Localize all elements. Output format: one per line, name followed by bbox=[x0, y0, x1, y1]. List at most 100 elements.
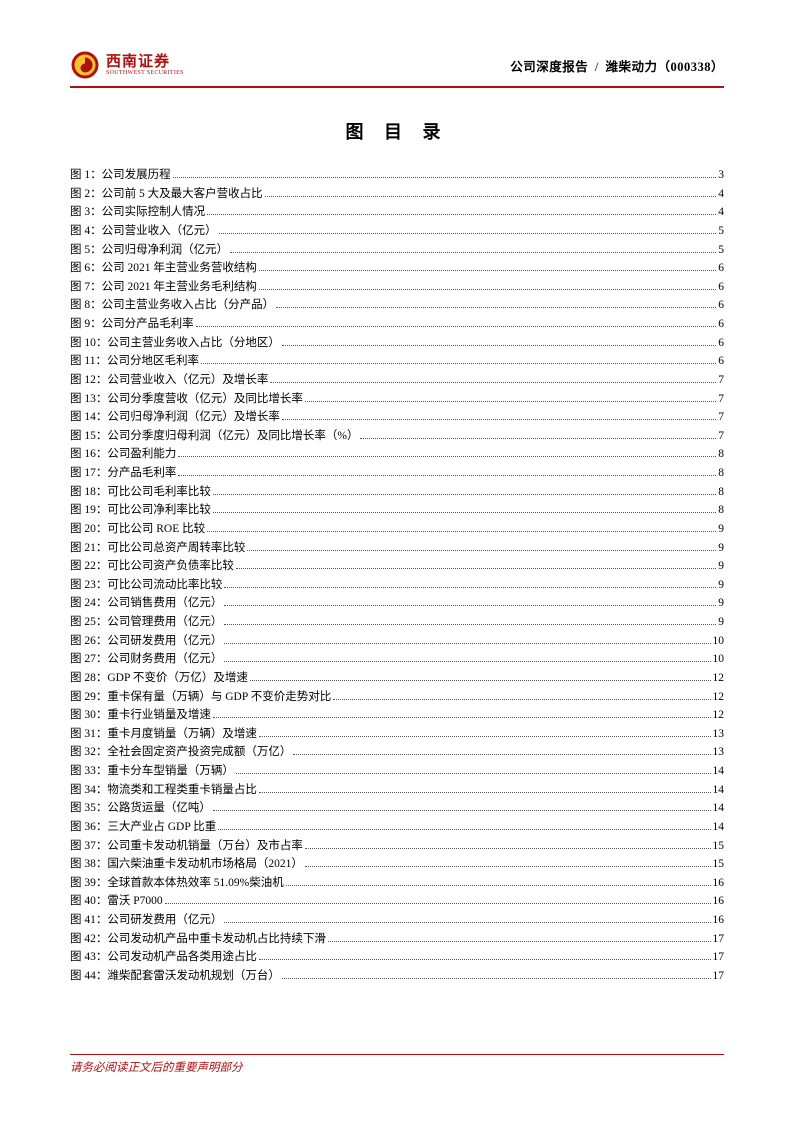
toc-entry-page: 14 bbox=[713, 818, 725, 837]
toc-leader-dots bbox=[286, 878, 711, 886]
toc-row: 图 35：公路货运量（亿吨）14 bbox=[70, 799, 724, 818]
toc-row: 图 12：公司营业收入（亿元）及增长率7 bbox=[70, 371, 724, 390]
toc-leader-dots bbox=[259, 263, 716, 271]
toc-leader-dots bbox=[250, 673, 711, 681]
header-right-part: 潍柴动力（000338） bbox=[602, 60, 724, 74]
toc-entry-page: 6 bbox=[718, 315, 724, 334]
toc-row: 图 19：可比公司净利率比较 8 bbox=[70, 501, 724, 520]
toc-row: 图 40：雷沃 P700016 bbox=[70, 892, 724, 911]
toc-row: 图 22：可比公司资产负债率比较9 bbox=[70, 557, 724, 576]
toc-row: 图 9：公司分产品毛利率6 bbox=[70, 315, 724, 334]
toc-leader-dots bbox=[259, 282, 716, 290]
logo-cn: 西南证券 bbox=[106, 55, 184, 70]
toc-entry-label: 图 7：公司 2021 年主营业务毛利结构 bbox=[70, 278, 257, 297]
toc-entry-page: 7 bbox=[718, 390, 724, 409]
header-rule bbox=[70, 86, 724, 88]
toc-leader-dots bbox=[270, 375, 716, 383]
toc-entry-label: 图 23：可比公司流动比率比较 bbox=[70, 576, 222, 595]
toc-leader-dots bbox=[282, 412, 716, 420]
toc-entry-label: 图 25：公司管理费用（亿元） bbox=[70, 613, 222, 632]
header-separator: / bbox=[595, 60, 599, 74]
toc-leader-dots bbox=[333, 691, 710, 699]
toc-leader-dots bbox=[196, 319, 717, 327]
footer-disclaimer: 请务必阅读正文后的重要声明部分 bbox=[70, 1059, 724, 1075]
toc-entry-page: 17 bbox=[713, 930, 725, 949]
toc-leader-dots bbox=[247, 542, 716, 550]
brand-logo: 西南证券 SOUTHWEST SECURITIES bbox=[70, 50, 184, 80]
toc-row: 图 17：分产品毛利率 8 bbox=[70, 464, 724, 483]
toc-entry-label: 图 34：物流类和工程类重卡销量占比 bbox=[70, 781, 257, 800]
toc-entry-label: 图 12：公司营业收入（亿元）及增长率 bbox=[70, 371, 268, 390]
toc-row: 图 37：公司重卡发动机销量（万台）及市占率15 bbox=[70, 837, 724, 856]
toc-leader-dots bbox=[213, 710, 711, 718]
toc-row: 图 6：公司 2021 年主营业务营收结构6 bbox=[70, 259, 724, 278]
toc-leader-dots bbox=[259, 729, 711, 737]
toc-entry-page: 9 bbox=[718, 594, 724, 613]
toc-entry-page: 7 bbox=[718, 408, 724, 427]
toc-entry-label: 图 18：可比公司毛利率比较 bbox=[70, 483, 211, 502]
toc-leader-dots bbox=[224, 636, 710, 644]
toc-entry-label: 图 19：可比公司净利率比较 bbox=[70, 501, 211, 520]
toc-leader-dots bbox=[305, 859, 711, 867]
toc-entry-label: 图 39：全球首款本体热效率 51.09%柴油机 bbox=[70, 874, 284, 893]
toc-entry-page: 16 bbox=[713, 911, 725, 930]
toc-entry-page: 8 bbox=[718, 464, 724, 483]
toc-row: 图 5：公司归母净利润（亿元） 5 bbox=[70, 241, 724, 260]
toc-row: 图 10：公司主营业务收入占比（分地区）6 bbox=[70, 334, 724, 353]
toc-row: 图 33：重卡分车型销量（万辆）14 bbox=[70, 762, 724, 781]
toc-leader-dots bbox=[230, 244, 716, 252]
toc-entry-label: 图 27：公司财务费用（亿元） bbox=[70, 650, 222, 669]
toc-leader-dots bbox=[282, 338, 716, 346]
toc-row: 图 14：公司归母净利润（亿元）及增长率 7 bbox=[70, 408, 724, 427]
toc-entry-label: 图 17：分产品毛利率 bbox=[70, 464, 176, 483]
toc-entry-label: 图 1：公司发展历程 bbox=[70, 166, 171, 185]
toc-entry-label: 图 37：公司重卡发动机销量（万台）及市占率 bbox=[70, 837, 303, 856]
toc-row: 图 39：全球首款本体热效率 51.09%柴油机 16 bbox=[70, 874, 724, 893]
toc-row: 图 20：可比公司 ROE 比较 9 bbox=[70, 520, 724, 539]
toc-entry-page: 12 bbox=[713, 669, 725, 688]
toc-entry-label: 图 36：三大产业占 GDP 比重 bbox=[70, 818, 216, 837]
toc-leader-dots bbox=[282, 971, 711, 979]
toc-entry-page: 10 bbox=[713, 650, 725, 669]
toc-entry-page: 13 bbox=[713, 743, 725, 762]
toc-entry-label: 图 24：公司销售费用（亿元） bbox=[70, 594, 222, 613]
toc-leader-dots bbox=[178, 468, 716, 476]
toc-entry-label: 图 21：可比公司总资产周转率比较 bbox=[70, 539, 245, 558]
toc-row: 图 8：公司主营业务收入占比（分产品）6 bbox=[70, 296, 724, 315]
toc-entry-page: 17 bbox=[713, 967, 725, 986]
toc-leader-dots bbox=[178, 449, 716, 457]
toc-entry-label: 图 14：公司归母净利润（亿元）及增长率 bbox=[70, 408, 280, 427]
toc-entry-label: 图 4：公司营业收入（亿元） bbox=[70, 222, 217, 241]
toc-entry-label: 图 33：重卡分车型销量（万辆） bbox=[70, 762, 234, 781]
toc-row: 图 24：公司销售费用（亿元） 9 bbox=[70, 594, 724, 613]
toc-leader-dots bbox=[218, 822, 710, 830]
toc-entry-label: 图 20：可比公司 ROE 比较 bbox=[70, 520, 205, 539]
toc-row: 图 29：重卡保有量（万辆）与 GDP 不变价走势对比12 bbox=[70, 688, 724, 707]
toc-entry-page: 9 bbox=[718, 520, 724, 539]
toc-entry-page: 9 bbox=[718, 557, 724, 576]
page: 西南证券 SOUTHWEST SECURITIES 公司深度报告 / 潍柴动力（… bbox=[0, 0, 794, 1123]
toc-entry-label: 图 5：公司归母净利润（亿元） bbox=[70, 241, 228, 260]
toc-leader-dots bbox=[213, 487, 716, 495]
toc-entry-label: 图 41：公司研发费用（亿元） bbox=[70, 911, 222, 930]
toc-entry-page: 5 bbox=[718, 241, 724, 260]
toc-entry-page: 6 bbox=[718, 259, 724, 278]
toc-entry-page: 8 bbox=[718, 501, 724, 520]
toc-row: 图 11：公司分地区毛利率6 bbox=[70, 352, 724, 371]
toc-entry-page: 6 bbox=[718, 296, 724, 315]
toc-row: 图 1：公司发展历程3 bbox=[70, 166, 724, 185]
toc-leader-dots bbox=[219, 226, 717, 234]
toc-leader-dots bbox=[259, 785, 711, 793]
toc-entry-label: 图 3：公司实际控制人情况 bbox=[70, 203, 205, 222]
toc-leader-dots bbox=[293, 747, 710, 755]
toc-entry-page: 16 bbox=[713, 874, 725, 893]
toc-entry-page: 6 bbox=[718, 278, 724, 297]
toc-row: 图 13：公司分季度营收（亿元）及同比增长率7 bbox=[70, 390, 724, 409]
toc-leader-dots bbox=[224, 654, 710, 662]
toc-entry-label: 图 28：GDP 不变价（万亿）及增速 bbox=[70, 669, 248, 688]
toc-entry-page: 13 bbox=[713, 725, 725, 744]
toc-row: 图 34：物流类和工程类重卡销量占比14 bbox=[70, 781, 724, 800]
toc-entry-page: 4 bbox=[718, 185, 724, 204]
toc-leader-dots bbox=[213, 803, 711, 811]
toc-entry-page: 9 bbox=[718, 613, 724, 632]
